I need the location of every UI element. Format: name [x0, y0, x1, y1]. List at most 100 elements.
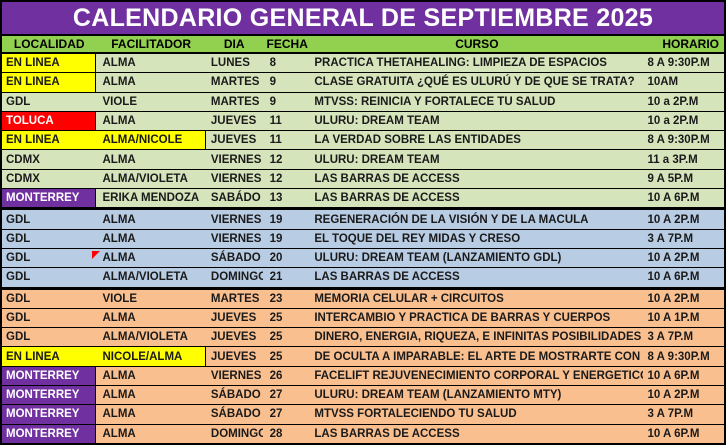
curso-cell: LAS BARRAS DE ACCESS	[314, 172, 460, 185]
table-row: MONTERREY ALMA VIERNES 26 FACELIFT REJUV…	[2, 365, 724, 386]
facilitador-cell: ALMA	[102, 115, 136, 128]
dia-cell: JUEVES	[210, 134, 257, 147]
fecha-cell: 11	[269, 115, 282, 128]
horario-cell: 8 A 9:30P.M	[647, 350, 710, 363]
localidad-cell: GDL	[6, 271, 31, 284]
horario-cell: 3 A 7P.M	[647, 408, 694, 421]
dia-cell: JUEVES	[210, 331, 257, 344]
localidad-cell: GDL	[6, 95, 31, 108]
curso-cell: REGENERACIÓN DE LA VISIÓN Y DE LA MACULA	[314, 213, 589, 226]
localidad-cell: MONTERREY	[2, 189, 97, 208]
horario-cell: 3 A 7P.M	[647, 331, 694, 344]
dia-cell: VIERNES	[210, 172, 262, 185]
localidad-cell: GDL	[6, 213, 31, 226]
fecha-cell: 13	[269, 192, 283, 205]
table-row: GDL ALMA VIERNES 19 REGENERACIÓN DE LA V…	[2, 207, 724, 229]
fecha-cell: 25	[269, 331, 283, 344]
dia-cell: JUEVES	[210, 115, 257, 128]
table-row: MONTERREY ERIKA MENDOZA SABÁDO 13 LAS BA…	[2, 188, 724, 208]
facilitador-cell: ALMA	[102, 76, 136, 89]
table-row: EN LINEA NICOLE/ALMA JUEVES 25 DE OCULTA…	[2, 346, 724, 366]
localidad-cell: CDMX	[6, 153, 40, 166]
table-row: EN LINEA ALMA MARTES 9 CLASE GRATUITA ¿Q…	[2, 72, 724, 92]
dia-cell: VIERNES	[210, 232, 262, 245]
facilitador-cell: ALMA	[102, 232, 136, 245]
facilitador-cell: ALMA	[102, 408, 136, 421]
page-title: CALENDARIO GENERAL DE SEPTIEMBRE 2025	[2, 2, 724, 36]
dia-cell: SÁBADO	[210, 389, 261, 402]
horario-cell: 10 A 6P.M	[647, 369, 700, 382]
table-row: GDL ALMA SÁBADO 20 ULURU: DREAM TEAM (LA…	[2, 247, 724, 268]
fecha-cell: 8	[269, 57, 276, 70]
facilitador-cell: ALMA/VIOLETA	[102, 271, 188, 284]
dia-cell: VIERNES	[210, 213, 262, 226]
facilitador-cell: ALMA/NICOLE	[96, 131, 206, 150]
table-row: GDL ALMA/VIOLETA JUEVES 25 DINERO, ENERG…	[2, 327, 724, 347]
horario-cell: 9 A 5P.M	[647, 172, 694, 185]
facilitador-cell: ALMA	[102, 312, 136, 324]
localidad-cell: GDL	[6, 252, 31, 265]
curso-cell: LAS BARRAS DE ACCESS	[314, 427, 460, 440]
facilitador-cell: ALMA	[102, 369, 136, 382]
horario-cell: 10 A 6P.M	[647, 427, 700, 440]
facilitador-cell: ALMA	[102, 57, 136, 70]
curso-cell: INTERCAMBIO Y PRACTICA DE BARRAS Y CUERP…	[314, 312, 611, 324]
facilitador-cell: ALMA	[102, 213, 136, 226]
localidad-cell: EN LINEA	[2, 131, 97, 150]
dia-cell: VIERNES	[210, 369, 262, 382]
fecha-cell: 9	[269, 95, 276, 108]
dia-cell: SÁBADO	[210, 252, 261, 265]
table-row: GDL VIOLE MARTES 9 MTVSS: REINICIA Y FOR…	[2, 91, 724, 111]
curso-cell: MTVSS FORTALECIENDO TU SALUD	[314, 408, 517, 421]
localidad-cell: MONTERREY	[2, 386, 97, 405]
curso-cell: PRACTICA THETAHEALING: LIMPIEZA DE ESPAC…	[314, 57, 607, 70]
table-row: EN LINEA ALMA/NICOLE JUEVES 11 LA VERDAD…	[2, 130, 724, 150]
curso-cell: EL TOQUE DEL REY MIDAS Y CRESO	[314, 232, 521, 245]
header-dia: DIA	[223, 37, 245, 51]
localidad-cell: GDL	[6, 331, 31, 344]
header-localidad: LOCALIDAD	[13, 37, 85, 51]
horario-cell: 10AM	[647, 76, 679, 89]
horario-cell: 10 A 2P.M	[647, 252, 700, 265]
table-row: CDMX ALMA/VIOLETA VIERNES 12 LAS BARRAS …	[2, 168, 724, 189]
fecha-cell: 28	[269, 427, 283, 440]
facilitador-cell: ALMA	[102, 252, 136, 265]
horario-cell: 10 a 2P.M	[647, 115, 699, 128]
horario-cell: 10 A 2P.M	[647, 389, 700, 402]
fecha-cell: 26	[269, 369, 283, 382]
fecha-cell: 12	[269, 172, 283, 185]
localidad-cell: MONTERREY	[2, 366, 97, 386]
table-row: EN LINEA ALMA LUNES 8 PRACTICA THETAHEAL…	[2, 54, 724, 73]
facilitador-cell: ALMA	[102, 389, 136, 402]
curso-cell: ULURU: DREAM TEAM (LANZAMIENTO MTY)	[314, 389, 562, 402]
dia-cell: SÁBADO	[210, 408, 261, 421]
horario-cell: 8 A 9:30P.M	[647, 134, 710, 147]
table-row: GDL VIOLE MARTES 23 MEMORIA CELULAR + CI…	[2, 286, 724, 308]
dia-cell: DOMINGO	[210, 427, 263, 440]
dia-cell: JUEVES	[210, 350, 257, 363]
table-row: GDL ALMA JUEVES 25 INTERCAMBIO Y PRACTIC…	[2, 307, 724, 328]
horario-cell: 10 A 2P.M	[647, 292, 700, 305]
horario-cell: 3 A 7P.M	[647, 232, 694, 245]
header-fecha: FECHA	[266, 37, 308, 51]
table-row: GDL ALMA/VIOLETA DOMINGO 21 LAS BARRAS D…	[2, 267, 724, 287]
fecha-cell: 19	[269, 232, 283, 245]
localidad-cell: EN LINEA	[2, 54, 97, 73]
localidad-cell: TOLUCA	[2, 111, 97, 131]
facilitador-cell: VIOLE	[102, 95, 137, 108]
curso-cell: MEMORIA CELULAR + CIRCUITOS	[314, 292, 504, 305]
horario-cell: 10 a 2P.M	[647, 95, 699, 108]
facilitador-cell: VIOLE	[102, 292, 137, 305]
fecha-cell: 27	[269, 408, 283, 421]
fecha-cell: 20	[269, 252, 283, 265]
curso-cell: ULURU: DREAM TEAM (LANZAMIENTO GDL)	[314, 252, 562, 265]
curso-cell: LA VERDAD SOBRE LAS ENTIDADES	[314, 134, 521, 147]
fecha-cell: 27	[269, 389, 283, 402]
dia-cell: DOMINGO	[210, 271, 263, 284]
localidad-cell: MONTERREY	[2, 405, 97, 424]
table-row: MONTERREY ALMA SÁBADO 27 ULURU: DREAM TE…	[2, 385, 724, 405]
localidad-cell: EN LINEA	[2, 73, 97, 92]
fecha-cell: 25	[269, 312, 283, 324]
table-row: TOLUCA ALMA JUEVES 11 ULURU: DREAM TEAM …	[2, 110, 724, 131]
